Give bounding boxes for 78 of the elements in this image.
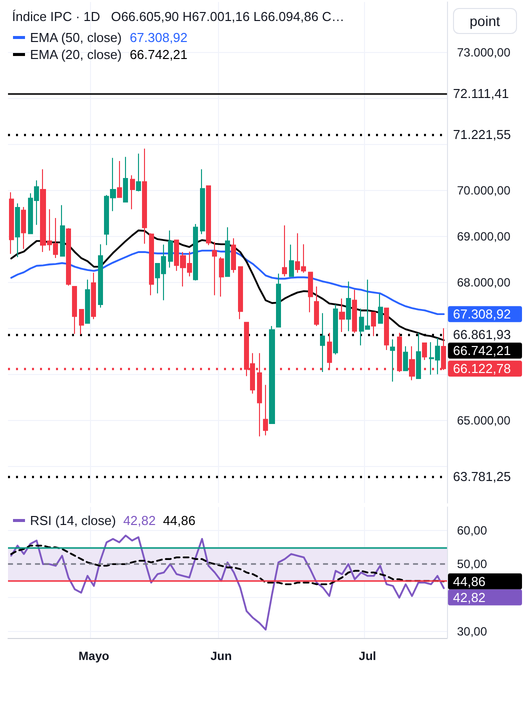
candlestick [416, 332, 421, 379]
candlestick [66, 228, 71, 286]
x-tick-label: Jul [358, 649, 376, 663]
legend-label: EMA (50, close) [30, 30, 129, 45]
candlestick [422, 342, 427, 361]
y-tick-label: 60,00 [457, 524, 488, 538]
candlestick [60, 204, 65, 257]
x-tick-label: Mayo [78, 649, 110, 663]
text: 44,86 [162, 513, 196, 528]
line-series [10, 230, 445, 342]
candlestick [352, 289, 357, 334]
y-tick-label: 73.000,00 [457, 46, 511, 60]
y-tick-label: 65.000,00 [457, 413, 511, 428]
text: Índice IPC · 1D [12, 9, 100, 24]
x-tick-label: Jun [210, 649, 232, 663]
candlestick [314, 286, 319, 327]
candlestick [403, 346, 408, 372]
data-label: 67.308,92 [453, 306, 511, 322]
candlestick [91, 272, 96, 320]
line-series [10, 534, 445, 631]
ref-line-label: 72.111,41 [453, 86, 509, 101]
y-tick-label: 68.000,00 [457, 275, 511, 290]
candlestick [371, 312, 376, 337]
candlestick [384, 308, 389, 350]
legend-label: EMA (20, close) [30, 47, 129, 62]
candlestick [238, 266, 243, 320]
candlestick [308, 272, 313, 313]
candlestick [289, 244, 294, 277]
candlestick [15, 202, 20, 258]
ref-line-label: 71.221,55 [453, 126, 511, 142]
candlestick [149, 232, 154, 296]
candlestick [136, 153, 141, 192]
text: point [452, 8, 517, 34]
candlestick [21, 206, 26, 250]
candlestick [219, 256, 224, 298]
candlestick [339, 298, 345, 333]
candlestick [282, 224, 287, 277]
text: O66.605,90 H67.001,16 L66.094,86 C… [110, 9, 344, 24]
y-tick-label: 70.000,00 [457, 183, 511, 198]
ref-line-label: 66.122,78 [453, 361, 511, 376]
ref-line-label: 66.861,93 [453, 327, 511, 342]
candlestick [390, 338, 395, 382]
candlestick [79, 308, 84, 335]
candlestick [378, 293, 383, 324]
text: 66.742,21 [130, 47, 188, 62]
text: 42,82 [123, 513, 156, 528]
line-series [10, 250, 445, 316]
candlestick [206, 185, 211, 246]
candlestick [168, 230, 173, 268]
text: 67.308,92 [130, 30, 188, 45]
data-label: 44,86 [453, 574, 486, 589]
candlestick [333, 304, 338, 356]
candlestick [231, 238, 236, 274]
y-tick-label: 69.000,00 [457, 229, 511, 244]
candlestick [269, 326, 275, 424]
candlestick [397, 332, 402, 373]
candlestick [212, 241, 217, 296]
candlestick [276, 273, 281, 328]
candlestick [117, 160, 122, 198]
candlestick [193, 224, 198, 282]
candlestick [346, 280, 351, 332]
candlestick [263, 384, 268, 436]
ref-line-label: 63.781,25 [453, 468, 511, 484]
candlestick [85, 279, 90, 324]
data-label: 42,82 [453, 590, 486, 605]
candlestick [320, 312, 325, 373]
candlestick [9, 192, 14, 254]
candlestick [200, 168, 205, 235]
legend-label: RSI (14, close) [30, 513, 124, 528]
y-tick-label: 30,00 [457, 624, 488, 638]
candlestick [123, 156, 128, 202]
data-label: 66.742,21 [453, 343, 511, 358]
candlestick [130, 174, 135, 210]
candlestick [98, 244, 103, 308]
candlestick [72, 286, 77, 334]
y-tick-label: 50,00 [457, 557, 488, 572]
candlestick [225, 226, 230, 277]
candlestick [142, 148, 147, 244]
